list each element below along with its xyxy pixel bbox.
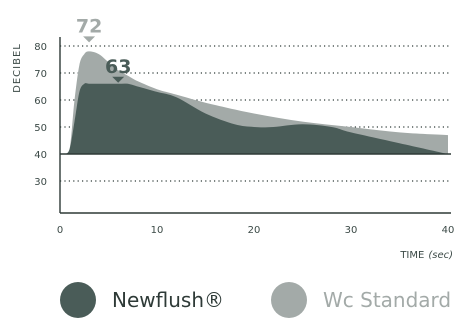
y-tick-label: 70 [34, 69, 47, 80]
x-axis-title-unit: (sec) [428, 250, 453, 261]
x-tick-label: 40 [442, 225, 455, 236]
x-tick-label: 20 [248, 225, 261, 236]
x-tick-label: 30 [345, 225, 358, 236]
x-axis-title: TIME (sec) [399, 250, 453, 261]
legend-label-newflush: Newflush® [112, 288, 224, 312]
x-tick-label: 10 [151, 225, 164, 236]
y-tick-label: 80 [34, 42, 47, 53]
y-tick-label: 30 [34, 177, 47, 188]
x-axis-title-main: TIME [399, 250, 424, 261]
y-tick-label: 40 [34, 150, 47, 161]
peak-label: 72 [76, 15, 102, 37]
legend-swatch-newflush [60, 282, 96, 318]
y-tick-label: 60 [34, 96, 47, 107]
x-tick-label: 0 [57, 225, 63, 236]
grid-lines [60, 45, 451, 182]
peak-label: 63 [105, 56, 131, 78]
y-tick-label: 50 [34, 123, 47, 134]
peak-pointer [112, 76, 125, 83]
legend-item-newflush: Newflush® [60, 282, 224, 318]
legend: Newflush® Wc Standard [0, 282, 455, 322]
series-areas [60, 51, 448, 155]
legend-item-wc-standard: Wc Standard [271, 282, 451, 318]
legend-label-wc-standard: Wc Standard [323, 288, 452, 312]
peak-pointer [83, 36, 96, 43]
y-tick-labels: 30 40 50 60 70 80 [34, 42, 47, 188]
legend-swatch-wc-standard [271, 282, 307, 318]
series-area-newflush [60, 83, 448, 155]
x-tick-labels: 0 10 20 30 40 [57, 225, 455, 236]
y-axis-title: DECIBEL [12, 43, 23, 93]
